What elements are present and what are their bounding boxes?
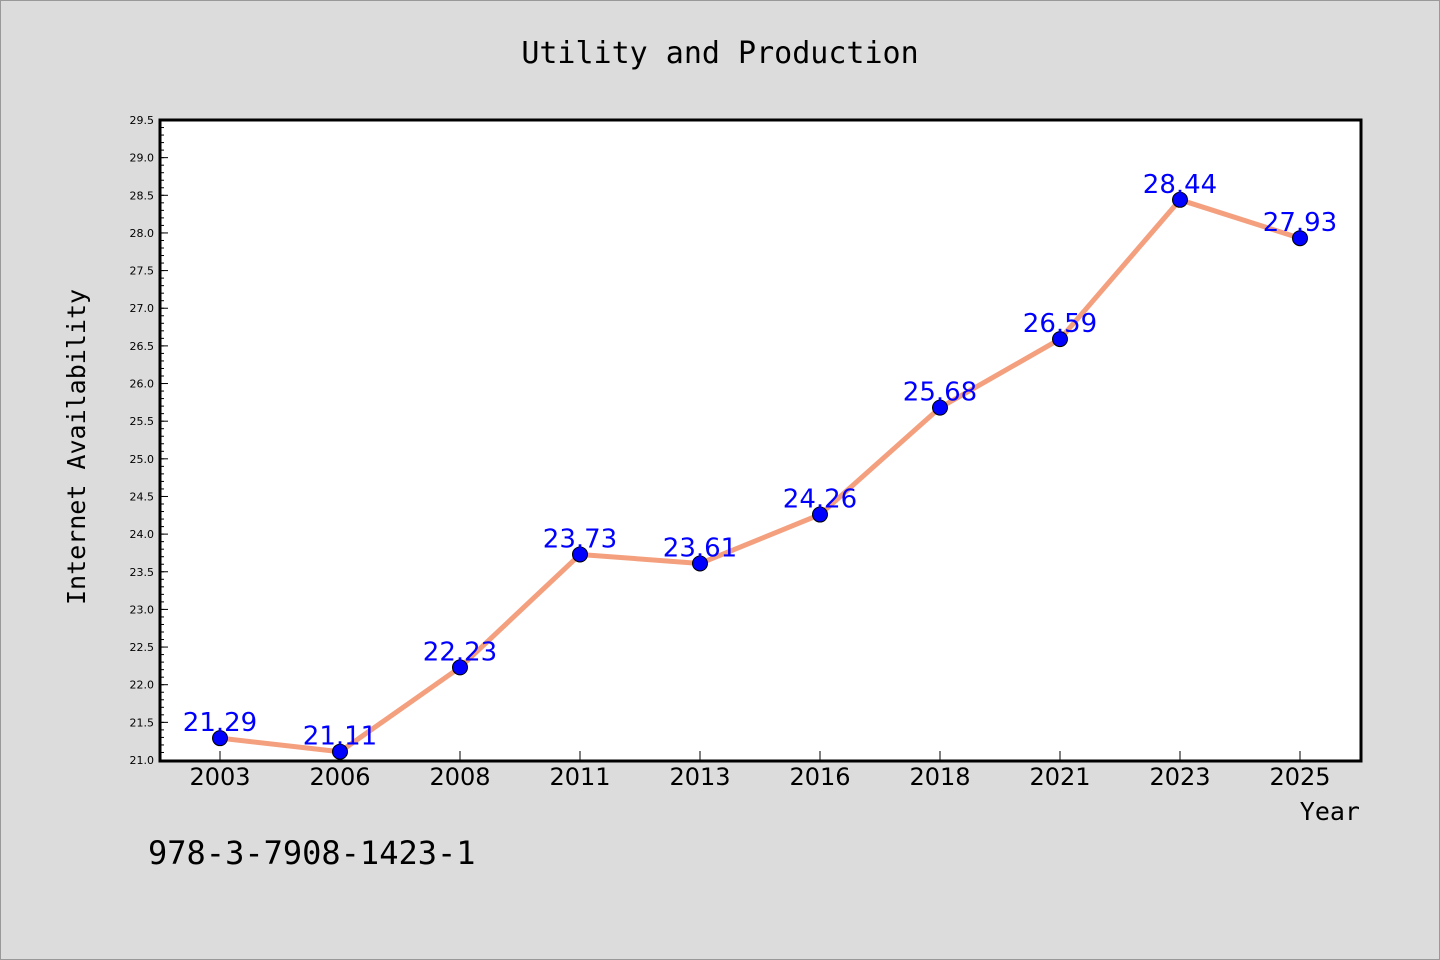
data-label: 22.23 <box>423 637 497 667</box>
data-label: 24.26 <box>783 485 857 515</box>
x-tick-label: 2016 <box>789 763 850 791</box>
data-point <box>812 506 828 523</box>
y-tick-label: 25.0 <box>130 453 155 466</box>
x-tick-label: 2021 <box>1029 763 1090 791</box>
data-point <box>692 555 708 572</box>
data-label: 27.93 <box>1263 208 1337 238</box>
data-label: 23.73 <box>543 524 617 554</box>
data-point <box>452 659 468 676</box>
data-label: 23.61 <box>663 533 737 563</box>
data-label: 28.44 <box>1143 170 1217 200</box>
y-tick-label: 21.5 <box>130 716 155 729</box>
x-tick-label: 2013 <box>669 763 730 791</box>
plot-area <box>160 120 1361 761</box>
y-tick-label: 29.5 <box>130 114 155 127</box>
data-point <box>932 399 948 416</box>
y-tick-label: 27.5 <box>130 265 155 278</box>
x-tick-label: 2023 <box>1149 763 1210 791</box>
x-tick-label: 2008 <box>429 763 490 791</box>
y-tick-label: 26.0 <box>130 378 155 391</box>
y-axis-label: Internet Availability <box>62 289 91 605</box>
x-tick-label: 2003 <box>189 763 250 791</box>
series-line-group: 21.29 21.11 22.23 23.73 23.61 24.26 25.68 26.59… <box>183 170 1337 760</box>
data-point <box>332 743 348 760</box>
data-point <box>1292 230 1308 247</box>
y-tick-label: 21.0 <box>130 754 155 767</box>
x-axis: 2003 2006 2008 2011 2013 2016 2018 2021 2023 2025 <box>189 751 1331 791</box>
y-tick-label: 28.0 <box>130 227 155 240</box>
x-tick-label: 2018 <box>909 763 970 791</box>
data-label: 21.11 <box>303 722 377 752</box>
y-tick-label: 22.5 <box>130 641 155 654</box>
chart-title: Utility and Production <box>521 36 918 71</box>
x-tick-label: 2006 <box>309 763 370 791</box>
plot-frame <box>158 118 1363 763</box>
y-tick-label: 24.5 <box>130 490 155 503</box>
y-tick-label: 29.0 <box>130 152 155 165</box>
y-tick-label: 26.5 <box>130 340 155 353</box>
data-label: 25.68 <box>903 378 977 408</box>
y-tick-label: 23.0 <box>130 603 155 616</box>
y-tick-label: 24.0 <box>130 528 155 541</box>
data-point <box>1052 331 1068 348</box>
footnote: 978-3-7908-1423-1 <box>148 834 476 872</box>
y-tick-label: 28.5 <box>130 189 155 202</box>
y-tick-label: 23.5 <box>130 566 155 579</box>
x-axis-label: Year <box>1300 797 1360 826</box>
data-label: 21.29 <box>183 708 257 738</box>
data-point <box>1172 191 1188 208</box>
y-tick-label: 22.0 <box>130 679 155 692</box>
x-tick-label: 2025 <box>1269 763 1330 791</box>
x-tick-label: 2011 <box>549 763 610 791</box>
data-label: 26.59 <box>1023 309 1097 339</box>
data-point <box>212 730 228 747</box>
data-point <box>572 546 588 563</box>
y-tick-label: 25.5 <box>130 415 155 428</box>
y-tick-label: 27.0 <box>130 302 155 315</box>
series-line <box>217 197 1303 755</box>
